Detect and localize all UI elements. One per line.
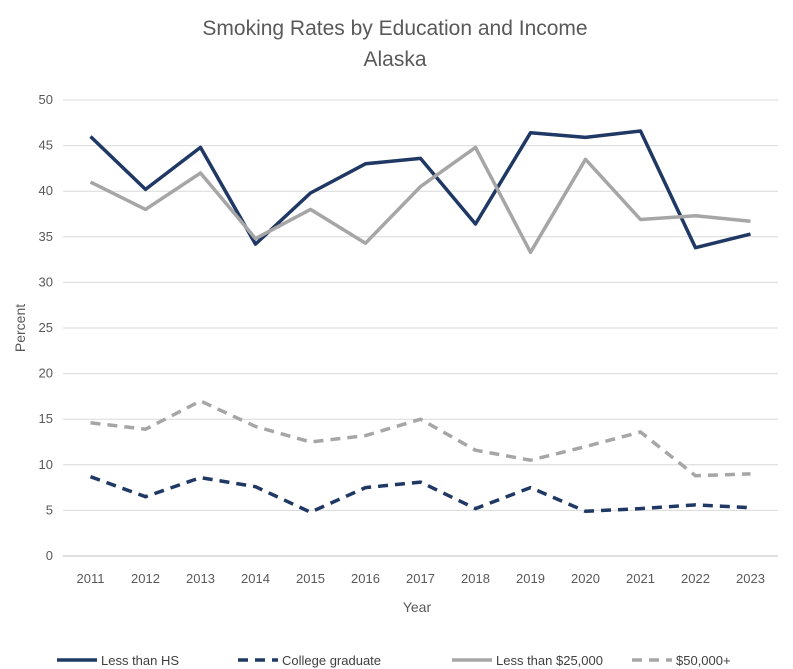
y-axis-title: Percent: [12, 304, 28, 352]
x-tick-label: 2017: [406, 571, 435, 586]
x-tick-label: 2019: [516, 571, 545, 586]
x-tick-label: 2021: [626, 571, 655, 586]
series-lines: [89, 129, 751, 514]
x-axis-ticks: 2011 2012 2013 2014 2015 2016 2017 2018 2019 2020…: [77, 571, 765, 586]
legend-label: College graduate: [282, 653, 381, 668]
y-tick-label: 20: [39, 366, 53, 381]
y-tick-label: 45: [39, 138, 53, 153]
chart-subtitle: Alaska: [363, 48, 426, 71]
x-tick-label: 2016: [351, 571, 380, 586]
x-tick-label: 2020: [571, 571, 600, 586]
series-line-2: [89, 475, 751, 514]
legend-label: Less than $25,000: [496, 653, 603, 668]
x-tick-label: 2018: [461, 571, 490, 586]
y-tick-label: 0: [46, 548, 53, 563]
y-tick-label: 5: [46, 502, 53, 517]
legend-label: $50,000+: [676, 653, 731, 668]
y-tick-label: 25: [39, 320, 53, 335]
y-tick-label: 15: [39, 411, 53, 426]
y-axis-ticks: 0 5 10 15 20 25 30 35 40 45 50: [39, 92, 53, 563]
y-tick-label: 10: [39, 457, 53, 472]
x-tick-label: 2022: [681, 571, 710, 586]
legend-label: Less than HS: [101, 653, 179, 668]
series-line-1: [89, 129, 751, 250]
x-tick-label: 2011: [77, 571, 105, 586]
series-line-4: [90, 399, 751, 478]
legend: Less than HS College graduate Less than $2…: [57, 653, 731, 668]
chart-title: Smoking Rates by Education and Income: [202, 17, 587, 40]
x-tick-label: 2013: [186, 571, 215, 586]
x-tick-label: 2014: [241, 571, 270, 586]
series-line-3: [89, 145, 751, 255]
x-axis-title: Year: [403, 599, 432, 615]
x-tick-label: 2023: [736, 571, 765, 586]
x-tick-label: 2015: [296, 571, 325, 586]
y-tick-label: 30: [39, 274, 53, 289]
y-tick-label: 50: [39, 92, 53, 107]
y-tick-label: 40: [39, 183, 53, 198]
gridlines: [63, 99, 778, 557]
y-tick-label: 35: [39, 229, 53, 244]
x-tick-label: 2012: [131, 571, 160, 586]
